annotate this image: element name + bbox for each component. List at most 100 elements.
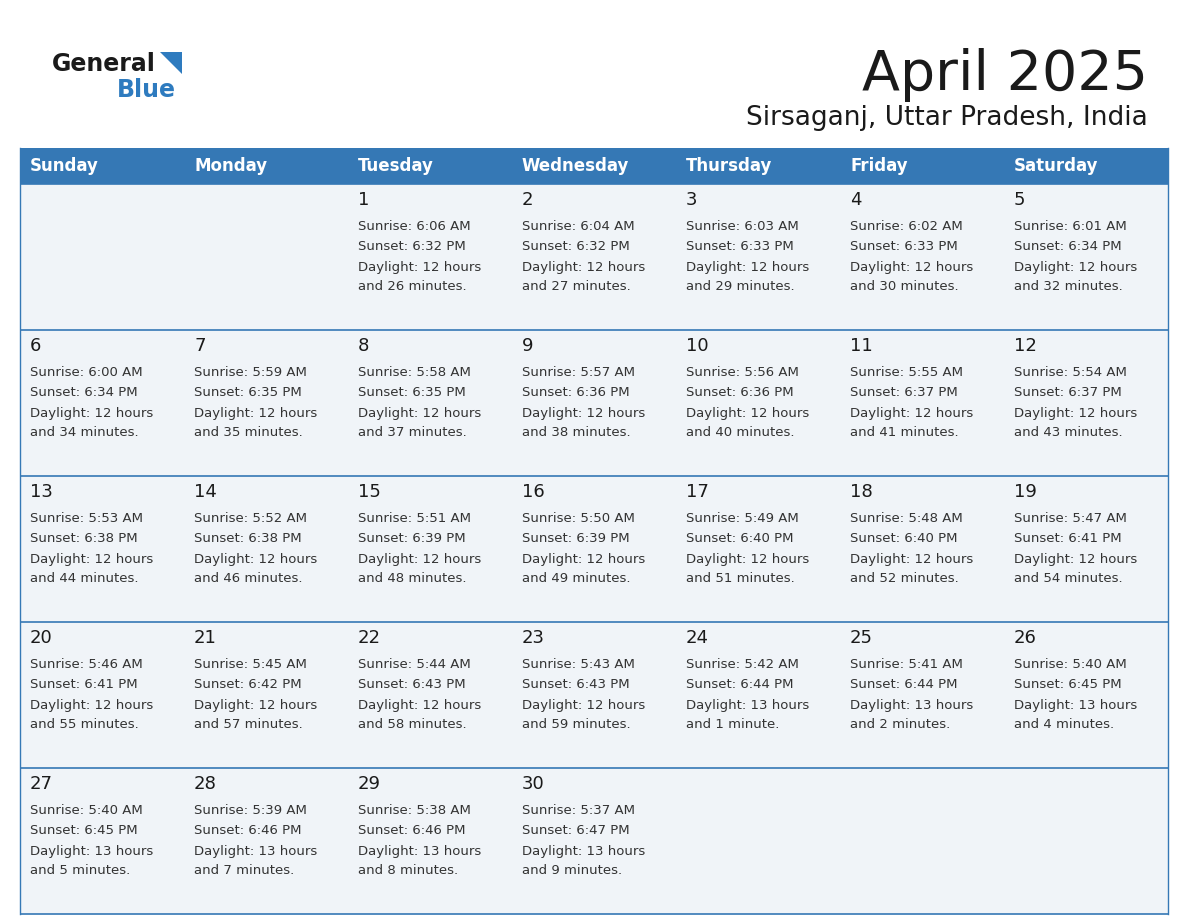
Text: and 5 minutes.: and 5 minutes. <box>30 865 131 878</box>
Text: Sunrise: 5:43 AM: Sunrise: 5:43 AM <box>522 657 634 670</box>
Text: 20: 20 <box>30 629 52 647</box>
Text: Sunset: 6:39 PM: Sunset: 6:39 PM <box>522 532 630 544</box>
Bar <box>20 622 1168 768</box>
Text: and 38 minutes.: and 38 minutes. <box>522 427 631 440</box>
Polygon shape <box>160 52 182 74</box>
Text: and 30 minutes.: and 30 minutes. <box>849 281 959 294</box>
Text: 16: 16 <box>522 483 545 501</box>
Text: 18: 18 <box>849 483 873 501</box>
Text: Sunset: 6:41 PM: Sunset: 6:41 PM <box>1015 532 1121 544</box>
Text: and 34 minutes.: and 34 minutes. <box>30 427 139 440</box>
Text: Daylight: 12 hours: Daylight: 12 hours <box>685 261 809 274</box>
Text: Monday: Monday <box>194 157 267 175</box>
Text: and 26 minutes.: and 26 minutes. <box>358 281 467 294</box>
Text: Sunrise: 5:56 AM: Sunrise: 5:56 AM <box>685 365 798 378</box>
Text: 13: 13 <box>30 483 53 501</box>
Text: Sunset: 6:46 PM: Sunset: 6:46 PM <box>194 823 302 836</box>
Text: Daylight: 12 hours: Daylight: 12 hours <box>522 553 645 565</box>
Text: Daylight: 12 hours: Daylight: 12 hours <box>358 261 481 274</box>
Text: Sunrise: 5:48 AM: Sunrise: 5:48 AM <box>849 511 962 524</box>
Text: Sunrise: 5:53 AM: Sunrise: 5:53 AM <box>30 511 143 524</box>
Text: Daylight: 13 hours: Daylight: 13 hours <box>358 845 481 857</box>
Text: Sunrise: 5:37 AM: Sunrise: 5:37 AM <box>522 803 636 816</box>
Text: and 51 minutes.: and 51 minutes. <box>685 573 795 586</box>
Text: 8: 8 <box>358 337 369 355</box>
Text: Daylight: 12 hours: Daylight: 12 hours <box>194 699 317 711</box>
Text: Friday: Friday <box>849 157 908 175</box>
Bar <box>20 476 1168 622</box>
Text: Daylight: 12 hours: Daylight: 12 hours <box>849 261 973 274</box>
Text: Daylight: 12 hours: Daylight: 12 hours <box>194 407 317 420</box>
Text: Sunrise: 6:01 AM: Sunrise: 6:01 AM <box>1015 219 1126 232</box>
Text: Sunrise: 5:40 AM: Sunrise: 5:40 AM <box>1015 657 1126 670</box>
Text: Daylight: 13 hours: Daylight: 13 hours <box>1015 699 1137 711</box>
Text: Daylight: 12 hours: Daylight: 12 hours <box>194 553 317 565</box>
Text: Sunset: 6:39 PM: Sunset: 6:39 PM <box>358 532 466 544</box>
Text: Wednesday: Wednesday <box>522 157 630 175</box>
Text: and 49 minutes.: and 49 minutes. <box>522 573 631 586</box>
Text: and 8 minutes.: and 8 minutes. <box>358 865 459 878</box>
Text: Sunset: 6:37 PM: Sunset: 6:37 PM <box>849 386 958 398</box>
Text: Sunrise: 6:00 AM: Sunrise: 6:00 AM <box>30 365 143 378</box>
Text: Sunrise: 5:50 AM: Sunrise: 5:50 AM <box>522 511 634 524</box>
Text: Daylight: 12 hours: Daylight: 12 hours <box>1015 553 1137 565</box>
Text: Sunset: 6:34 PM: Sunset: 6:34 PM <box>30 386 138 398</box>
Text: Daylight: 12 hours: Daylight: 12 hours <box>358 407 481 420</box>
Text: Daylight: 12 hours: Daylight: 12 hours <box>30 407 153 420</box>
Text: 3: 3 <box>685 191 697 209</box>
Text: Daylight: 12 hours: Daylight: 12 hours <box>30 699 153 711</box>
Text: Sunset: 6:40 PM: Sunset: 6:40 PM <box>685 532 794 544</box>
Text: Sunrise: 5:55 AM: Sunrise: 5:55 AM <box>849 365 963 378</box>
Text: Daylight: 12 hours: Daylight: 12 hours <box>849 407 973 420</box>
Text: Sunset: 6:34 PM: Sunset: 6:34 PM <box>1015 240 1121 252</box>
Text: and 55 minutes.: and 55 minutes. <box>30 719 139 732</box>
Text: 9: 9 <box>522 337 533 355</box>
Text: and 35 minutes.: and 35 minutes. <box>194 427 303 440</box>
Text: Sunset: 6:46 PM: Sunset: 6:46 PM <box>358 823 466 836</box>
Text: Blue: Blue <box>116 78 176 102</box>
Bar <box>20 184 1168 330</box>
Text: Sunrise: 5:39 AM: Sunrise: 5:39 AM <box>194 803 307 816</box>
Bar <box>20 330 1168 476</box>
Text: Sunrise: 5:42 AM: Sunrise: 5:42 AM <box>685 657 798 670</box>
Text: Sunset: 6:43 PM: Sunset: 6:43 PM <box>358 677 466 690</box>
Text: Daylight: 12 hours: Daylight: 12 hours <box>522 699 645 711</box>
Text: Sunset: 6:35 PM: Sunset: 6:35 PM <box>194 386 302 398</box>
Text: Saturday: Saturday <box>1015 157 1099 175</box>
Text: Thursday: Thursday <box>685 157 772 175</box>
Text: Sunrise: 6:04 AM: Sunrise: 6:04 AM <box>522 219 634 232</box>
Text: Sunrise: 5:57 AM: Sunrise: 5:57 AM <box>522 365 636 378</box>
Text: Daylight: 12 hours: Daylight: 12 hours <box>849 553 973 565</box>
Text: Sunset: 6:40 PM: Sunset: 6:40 PM <box>849 532 958 544</box>
Text: 26: 26 <box>1015 629 1037 647</box>
Text: Sunrise: 5:47 AM: Sunrise: 5:47 AM <box>1015 511 1127 524</box>
Text: 24: 24 <box>685 629 709 647</box>
Text: 27: 27 <box>30 775 53 793</box>
Text: Daylight: 13 hours: Daylight: 13 hours <box>849 699 973 711</box>
Text: April 2025: April 2025 <box>862 48 1148 102</box>
Text: 5: 5 <box>1015 191 1025 209</box>
Text: 14: 14 <box>194 483 217 501</box>
Text: Daylight: 13 hours: Daylight: 13 hours <box>30 845 153 857</box>
Text: Daylight: 12 hours: Daylight: 12 hours <box>522 407 645 420</box>
Text: Daylight: 12 hours: Daylight: 12 hours <box>685 407 809 420</box>
Text: 12: 12 <box>1015 337 1037 355</box>
Text: and 27 minutes.: and 27 minutes. <box>522 281 631 294</box>
Text: Sunrise: 5:59 AM: Sunrise: 5:59 AM <box>194 365 307 378</box>
Text: and 7 minutes.: and 7 minutes. <box>194 865 295 878</box>
Text: Sunrise: 5:58 AM: Sunrise: 5:58 AM <box>358 365 470 378</box>
Text: Sunset: 6:47 PM: Sunset: 6:47 PM <box>522 823 630 836</box>
Text: Sunset: 6:43 PM: Sunset: 6:43 PM <box>522 677 630 690</box>
Text: 1: 1 <box>358 191 369 209</box>
Text: Daylight: 12 hours: Daylight: 12 hours <box>1015 407 1137 420</box>
Text: Sunset: 6:36 PM: Sunset: 6:36 PM <box>522 386 630 398</box>
Text: Sunset: 6:35 PM: Sunset: 6:35 PM <box>358 386 466 398</box>
Text: and 54 minutes.: and 54 minutes. <box>1015 573 1123 586</box>
Text: 4: 4 <box>849 191 861 209</box>
Text: and 37 minutes.: and 37 minutes. <box>358 427 467 440</box>
Text: Sirsaganj, Uttar Pradesh, India: Sirsaganj, Uttar Pradesh, India <box>746 105 1148 131</box>
Text: Sunset: 6:38 PM: Sunset: 6:38 PM <box>30 532 138 544</box>
Text: 21: 21 <box>194 629 217 647</box>
Text: and 1 minute.: and 1 minute. <box>685 719 779 732</box>
Text: 6: 6 <box>30 337 42 355</box>
